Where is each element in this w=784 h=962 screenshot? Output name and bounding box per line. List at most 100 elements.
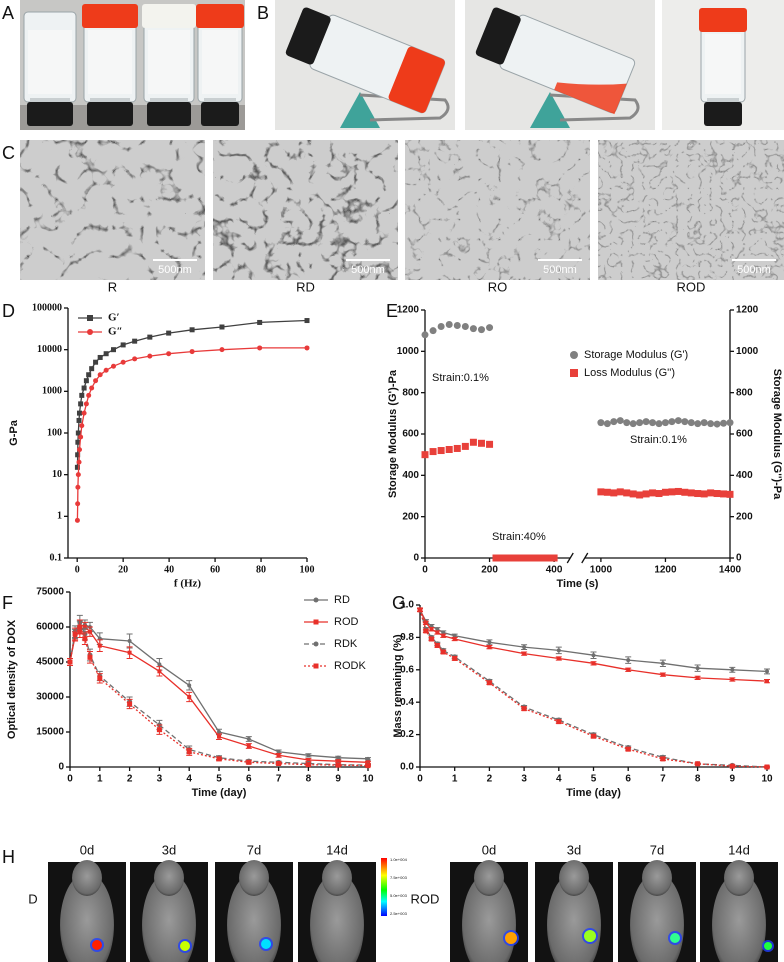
y-tick-label: 1200 xyxy=(397,305,420,316)
x-tick-label: 8 xyxy=(306,774,312,785)
marker xyxy=(603,488,611,496)
marker xyxy=(487,640,492,645)
x-tick-label: 6 xyxy=(625,774,631,785)
marker xyxy=(79,423,85,429)
vial-top xyxy=(142,4,196,28)
vial-top xyxy=(196,4,244,28)
marker xyxy=(97,643,102,648)
signal xyxy=(670,933,680,943)
x-tick-label: 200 xyxy=(481,565,498,576)
y-tick-label: 600 xyxy=(402,429,419,440)
marker xyxy=(636,419,644,427)
tem-fibers xyxy=(213,140,398,280)
signal xyxy=(261,939,271,949)
marker xyxy=(81,385,87,391)
marker xyxy=(434,643,440,648)
day-label: 14d xyxy=(728,842,750,857)
panel-label: B xyxy=(257,3,269,23)
marker xyxy=(76,417,82,423)
marker xyxy=(726,419,734,427)
marker xyxy=(556,656,561,661)
y2-tick-label: 800 xyxy=(736,387,753,398)
marker xyxy=(435,627,440,632)
y-tick-label: 30000 xyxy=(36,692,64,703)
marker xyxy=(661,419,669,427)
y-tick-label: 400 xyxy=(402,470,419,481)
legend-marker xyxy=(87,315,93,321)
marker xyxy=(486,440,494,448)
panel-label: F xyxy=(2,593,13,613)
marker xyxy=(477,439,485,447)
x-tick-label: 3 xyxy=(521,774,527,785)
marker xyxy=(616,488,624,496)
x-tick-label: 4 xyxy=(556,774,562,785)
marker xyxy=(445,446,453,453)
marker xyxy=(82,636,88,642)
marker xyxy=(437,323,445,331)
marker xyxy=(531,554,539,562)
x-tick-label: 4 xyxy=(186,774,192,785)
scale-bar-label: 500nm xyxy=(158,264,192,276)
y-tick-label: 100 xyxy=(47,427,62,438)
marker xyxy=(89,366,95,372)
legend-label: ROD xyxy=(334,616,359,628)
marker xyxy=(276,749,281,754)
marker xyxy=(511,554,519,562)
marker xyxy=(486,324,494,332)
tilted-vial xyxy=(285,7,446,114)
x-tick-label: 10 xyxy=(362,774,374,785)
vial-cap xyxy=(147,102,191,126)
marker xyxy=(82,625,87,629)
legend-marker xyxy=(313,663,319,669)
mouse-head xyxy=(72,860,102,896)
mouse-body xyxy=(310,873,364,962)
marker xyxy=(219,347,225,353)
marker xyxy=(428,636,434,642)
marker xyxy=(729,763,735,769)
marker xyxy=(660,756,666,762)
marker xyxy=(764,764,770,770)
vial-cap xyxy=(285,7,331,65)
marker xyxy=(521,706,527,712)
panel-label: A xyxy=(2,3,14,23)
y2-tick-label: 200 xyxy=(736,511,753,522)
y-axis-title: G-Pa xyxy=(8,419,20,446)
marker xyxy=(469,438,477,446)
marker xyxy=(720,490,728,498)
marker xyxy=(83,401,89,407)
y2-tick-label: 1000 xyxy=(736,346,759,357)
marker xyxy=(81,410,87,416)
marker xyxy=(469,325,477,333)
marker xyxy=(246,737,251,741)
marker xyxy=(219,324,225,330)
scale-bar-label: 500nm xyxy=(737,264,771,276)
vial-top xyxy=(699,8,747,32)
marker xyxy=(642,490,650,498)
x-tick-label: 10 xyxy=(761,774,773,785)
marker xyxy=(304,318,310,324)
marker xyxy=(695,666,700,671)
signal xyxy=(764,942,772,950)
marker xyxy=(421,451,429,459)
marker xyxy=(75,452,81,458)
y-tick-label: 0.1 xyxy=(50,552,63,563)
y-tick-label: 0 xyxy=(58,762,64,773)
marker xyxy=(626,667,631,672)
marker xyxy=(694,490,702,498)
marker xyxy=(186,749,192,755)
legend-label: Loss Modulus (G'') xyxy=(584,367,675,379)
x-tick-label: 1 xyxy=(452,774,458,785)
marker xyxy=(700,419,708,427)
y-tick-label: 45000 xyxy=(36,657,64,668)
mouse-head xyxy=(322,860,352,896)
marker xyxy=(461,442,469,450)
marker xyxy=(166,330,172,336)
x-tick-label: 0 xyxy=(422,565,428,576)
x-tick-label: 1400 xyxy=(719,565,742,576)
legend-marker xyxy=(313,619,319,625)
marker xyxy=(441,633,446,638)
marker xyxy=(765,679,769,684)
y-tick-label: 0.8 xyxy=(400,632,414,643)
marker xyxy=(629,490,637,498)
x-tick-label: 0 xyxy=(75,564,80,575)
